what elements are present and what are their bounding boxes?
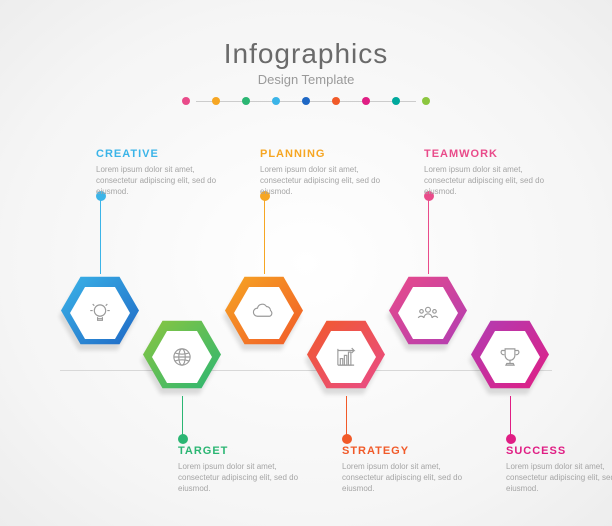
label-body: Lorem ipsum dolor sit amet, consectetur … [424,164,564,198]
connector-creative [100,196,101,274]
hex-planning [225,274,303,352]
connector-planning [264,196,265,274]
trophy-icon [495,342,525,372]
hex-target [143,318,221,396]
label-body: Lorem ipsum dolor sit amet, consectetur … [506,461,612,495]
connector-dot [506,434,516,444]
header-dot [212,97,220,105]
header-dot [182,97,190,105]
header-dot [362,97,370,105]
label-title: TEAMWORK [424,148,564,160]
team-icon [413,298,443,328]
label-body: Lorem ipsum dolor sit amet, consectetur … [96,164,236,198]
connector-target [182,396,183,439]
globe-icon [167,342,197,372]
label-title: TARGET [178,445,318,457]
header-dot [422,97,430,105]
connector-strategy [346,396,347,439]
label-body: Lorem ipsum dolor sit amet, consectetur … [178,461,318,495]
header-dot [332,97,340,105]
label-title: PLANNING [260,148,400,160]
connector-teamwork [428,196,429,274]
hex-creative [61,274,139,352]
label-success: SUCCESS Lorem ipsum dolor sit amet, conse… [506,445,612,495]
chart-icon [331,342,361,372]
hex-success [471,318,549,396]
label-strategy: STRATEGY Lorem ipsum dolor sit amet, cons… [342,445,482,495]
connector-success [510,396,511,439]
label-body: Lorem ipsum dolor sit amet, consectetur … [342,461,482,495]
label-title: CREATIVE [96,148,236,160]
hex-teamwork [389,274,467,352]
header-dot [242,97,250,105]
label-teamwork: TEAMWORK Lorem ipsum dolor sit amet, cons… [424,148,564,198]
header-dot [272,97,280,105]
header-dot [392,97,400,105]
label-title: STRATEGY [342,445,482,457]
label-body: Lorem ipsum dolor sit amet, consectetur … [260,164,400,198]
label-planning: PLANNING Lorem ipsum dolor sit amet, cons… [260,148,400,198]
label-target: TARGET Lorem ipsum dolor sit amet, consec… [178,445,318,495]
label-creative: CREATIVE Lorem ipsum dolor sit amet, cons… [96,148,236,198]
header-dot [302,97,310,105]
connector-dot [178,434,188,444]
label-title: SUCCESS [506,445,612,457]
connector-dot [342,434,352,444]
hex-strategy [307,318,385,396]
infographic-stage: CREATIVE Lorem ipsum dolor sit amet, cons… [0,0,612,526]
bulb-icon [85,298,115,328]
cloud-icon [249,298,279,328]
